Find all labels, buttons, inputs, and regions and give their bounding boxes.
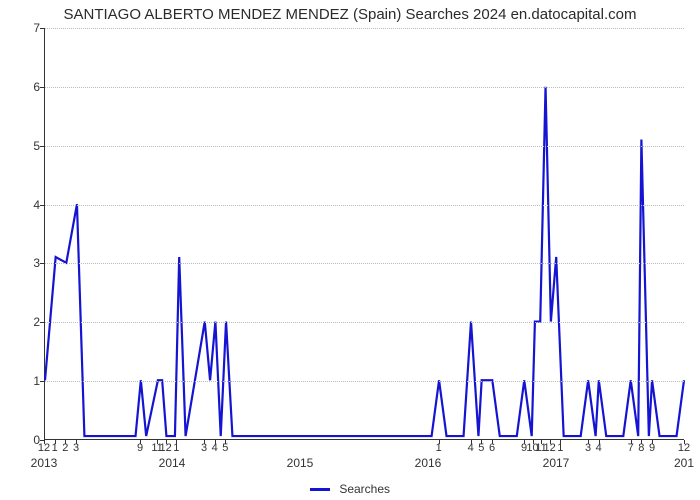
xtick-mark — [76, 440, 77, 444]
ytick-mark — [40, 146, 44, 147]
xtick-mark — [588, 440, 589, 444]
xtick-mark — [140, 440, 141, 444]
ytick-mark — [40, 28, 44, 29]
xtick-mark — [481, 440, 482, 444]
xtick-mark — [225, 440, 226, 444]
grid-line — [45, 263, 684, 264]
xtick-year-label: 2014 — [159, 456, 186, 470]
ytick-mark — [40, 381, 44, 382]
xtick-mark — [157, 440, 158, 444]
chart-title: SANTIAGO ALBERTO MENDEZ MENDEZ (Spain) S… — [0, 6, 700, 23]
grid-line — [45, 28, 684, 29]
ytick-mark — [40, 322, 44, 323]
xtick-mark — [492, 440, 493, 444]
xtick-mark — [166, 440, 167, 444]
grid-line — [45, 87, 684, 88]
grid-line — [45, 381, 684, 382]
ytick-mark — [40, 87, 44, 88]
xtick-year-label: 2016 — [415, 456, 442, 470]
legend-swatch — [310, 488, 330, 491]
grid-line — [45, 322, 684, 323]
ytick-label: 7 — [24, 21, 40, 35]
series-line — [45, 87, 684, 436]
searches-chart: SANTIAGO ALBERTO MENDEZ MENDEZ (Spain) S… — [0, 0, 700, 500]
ytick-label: 2 — [24, 315, 40, 329]
xtick-mark — [204, 440, 205, 444]
xtick-mark — [215, 440, 216, 444]
xtick-mark — [44, 440, 45, 444]
ytick-label: 1 — [24, 374, 40, 388]
xtick-mark — [524, 440, 525, 444]
ytick-label: 6 — [24, 80, 40, 94]
xtick-year-label: 2013 — [31, 456, 58, 470]
xtick-mark — [599, 440, 600, 444]
xtick-mark — [541, 440, 542, 444]
xtick-year-label: 2015 — [287, 456, 314, 470]
chart-line-svg — [45, 28, 684, 439]
xtick-mark — [533, 440, 534, 444]
xtick-mark — [439, 440, 440, 444]
chart-legend: Searches — [0, 482, 700, 496]
xtick-mark — [652, 440, 653, 444]
grid-line — [45, 146, 684, 147]
xtick-mark — [471, 440, 472, 444]
grid-line — [45, 205, 684, 206]
xtick-mark — [641, 440, 642, 444]
ytick-mark — [40, 205, 44, 206]
xtick-mark — [560, 440, 561, 444]
xtick-year-label: 2017 — [543, 456, 570, 470]
xtick-mark — [65, 440, 66, 444]
plot-area — [44, 28, 684, 440]
ytick-label: 5 — [24, 139, 40, 153]
xtick-mark — [55, 440, 56, 444]
ytick-label: 4 — [24, 198, 40, 212]
xtick-mark — [176, 440, 177, 444]
ytick-label: 3 — [24, 256, 40, 270]
xtick-mark — [550, 440, 551, 444]
legend-label: Searches — [339, 482, 390, 496]
ytick-mark — [40, 263, 44, 264]
xtick-mark — [684, 440, 685, 444]
xtick-mark — [631, 440, 632, 444]
xtick-year-label: 201 — [674, 456, 694, 470]
